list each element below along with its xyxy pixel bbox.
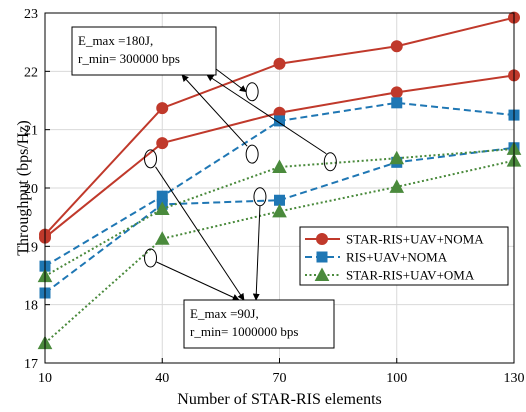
legend-label: RIS+UAV+NOMA bbox=[346, 250, 448, 265]
callouts bbox=[144, 68, 337, 301]
series-0 bbox=[39, 11, 520, 241]
legend-entry: STAR-RIS+UAV+OMA bbox=[305, 267, 475, 283]
legend: STAR-RIS+UAV+NOMA RIS+UAV+NOMA STAR-RIS+UA… bbox=[299, 226, 509, 286]
x-axis-label: Number of STAR-RIS elements bbox=[177, 391, 381, 408]
y-tick-label: 23 bbox=[24, 7, 38, 22]
data-point bbox=[391, 97, 403, 109]
annotations: E_max =180J, r_min= 300000 bps E_max =90J,… bbox=[71, 26, 335, 349]
callout-ellipse bbox=[144, 149, 158, 169]
legend-box bbox=[299, 226, 509, 286]
legend-label: STAR-RIS+UAV+NOMA bbox=[346, 232, 484, 247]
data-point bbox=[154, 231, 170, 245]
legend-marker bbox=[316, 251, 328, 263]
series-lines bbox=[37, 11, 522, 350]
callout-arrow bbox=[215, 68, 247, 93]
data-point bbox=[390, 86, 403, 99]
data-point bbox=[272, 203, 287, 218]
callout-ellipse bbox=[253, 187, 267, 207]
annotation-text: r_min= 1000000 bps bbox=[190, 324, 298, 339]
annotation-box bbox=[183, 299, 335, 349]
legend-entry: RIS+UAV+NOMA bbox=[305, 250, 448, 265]
callout-ellipse bbox=[323, 152, 337, 172]
callout-ellipse bbox=[245, 82, 259, 102]
annotation-high: E_max =180J, r_min= 300000 bps bbox=[71, 26, 217, 76]
annotation-low: E_max =90J, r_min= 1000000 bps bbox=[183, 299, 335, 349]
legend-marker bbox=[316, 233, 328, 245]
data-point bbox=[156, 137, 169, 150]
annotation-text: E_max =180J, bbox=[78, 33, 153, 48]
x-tick-label: 130 bbox=[504, 371, 525, 386]
annotation-box bbox=[71, 26, 217, 76]
legend-label: STAR-RIS+UAV+OMA bbox=[346, 268, 475, 283]
x-tick-label: 10 bbox=[38, 371, 52, 386]
y-tick-label: 20 bbox=[24, 182, 38, 197]
y-tick-label: 21 bbox=[24, 124, 38, 139]
data-point bbox=[274, 194, 285, 206]
y-tick-label: 22 bbox=[24, 65, 38, 80]
data-point bbox=[389, 179, 405, 193]
y-tick-label: 19 bbox=[24, 240, 38, 255]
series-line bbox=[44, 159, 515, 344]
data-point bbox=[156, 102, 169, 115]
callout-arrow bbox=[252, 205, 261, 301]
y-tick-label: 17 bbox=[24, 357, 38, 372]
callout-ellipse bbox=[245, 144, 259, 164]
data-point bbox=[272, 159, 287, 173]
callout-arrow bbox=[181, 74, 248, 147]
callout-ellipse bbox=[144, 248, 158, 268]
callout-arrow bbox=[155, 166, 245, 301]
y-tick-label: 18 bbox=[24, 299, 38, 314]
x-tick-label: 100 bbox=[386, 371, 407, 386]
callout-arrow bbox=[156, 261, 240, 301]
x-tick-label: 40 bbox=[155, 371, 169, 386]
data-point bbox=[154, 201, 170, 215]
data-point bbox=[389, 150, 405, 165]
legend-entry: STAR-RIS+UAV+NOMA bbox=[305, 232, 484, 247]
series-line bbox=[44, 147, 515, 277]
data-point bbox=[273, 57, 286, 70]
annotation-text: r_min= 300000 bps bbox=[78, 51, 180, 66]
x-tick-label: 70 bbox=[273, 371, 287, 386]
data-point bbox=[274, 115, 285, 127]
callout-arrow bbox=[206, 74, 327, 155]
legend-marker bbox=[314, 267, 330, 281]
axis-ticks: 10 40 70 100 130 17 18 19 20 21 22 23 bbox=[24, 7, 525, 386]
data-point bbox=[390, 40, 403, 53]
annotation-text: E_max =90J, bbox=[190, 306, 259, 321]
y-axis-label: Throughput (bps/Hz) bbox=[15, 120, 32, 256]
series-4 bbox=[37, 141, 522, 283]
